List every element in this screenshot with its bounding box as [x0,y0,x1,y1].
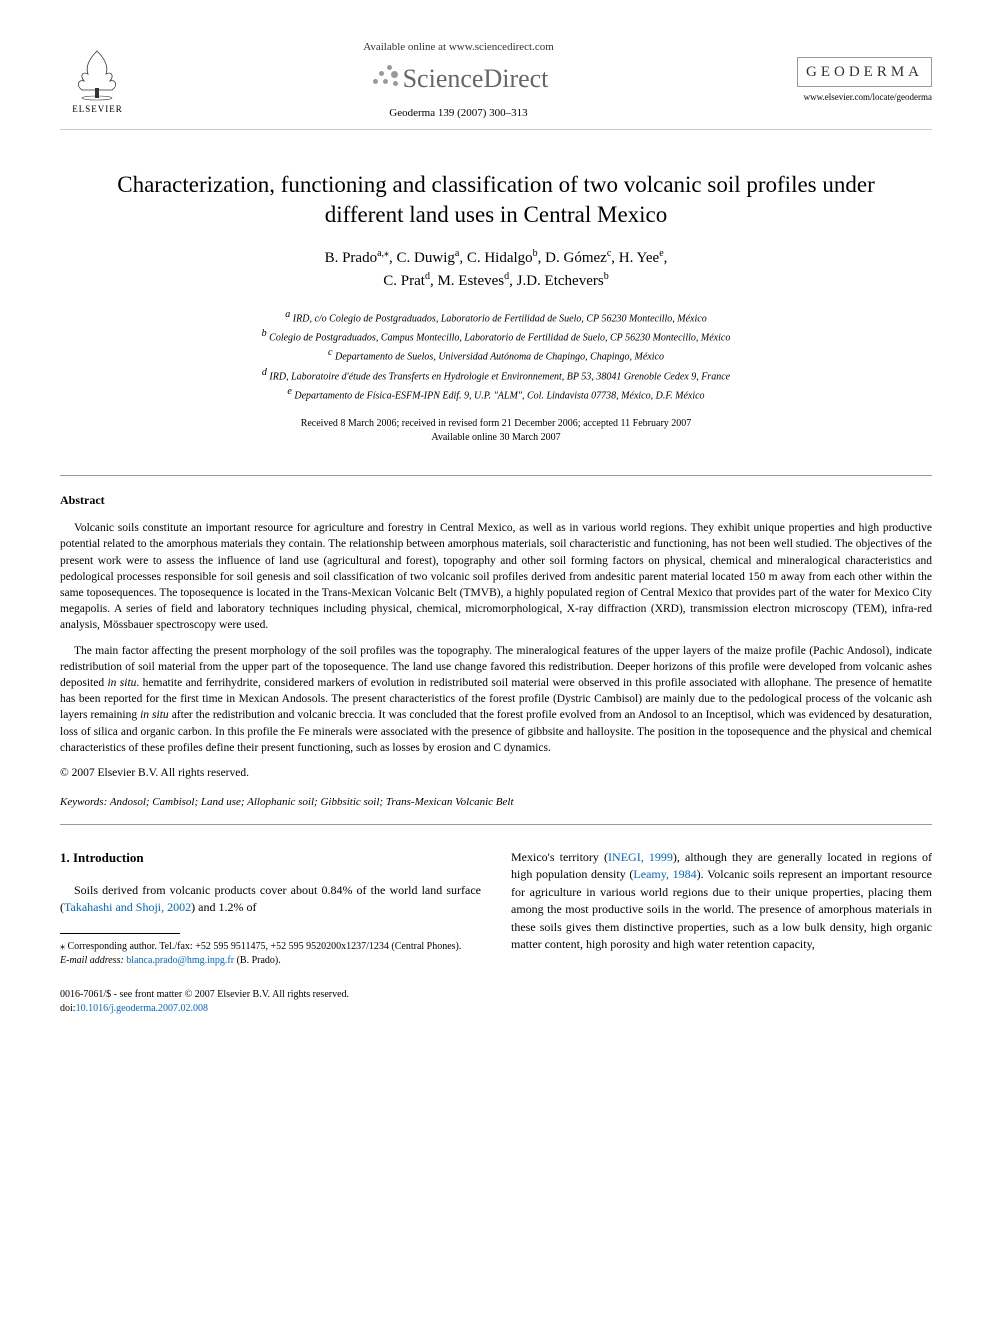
copyright-text: © 2007 Elsevier B.V. All rights reserved… [60,766,932,782]
email-note: E-mail address: blanca.prado@hmg.inpg.fr… [60,954,481,968]
keywords-text: Andosol; Cambisol; Land use; Allophanic … [107,796,513,808]
email-author: (B. Prado). [234,955,281,966]
affiliation: b Colegio de Postgraduados, Campus Monte… [60,326,932,345]
issn-line: 0016-7061/$ - see front matter © 2007 El… [60,988,481,1002]
body-two-column: 1. Introduction Soils derived from volca… [60,849,932,1016]
journal-brand-box: GEODERMA www.elsevier.com/locate/geoderm… [782,57,932,103]
available-online-text: Available online at www.sciencedirect.co… [135,40,782,55]
author-name: , H. Yee [611,250,659,266]
email-link[interactable]: blanca.prado@hmg.inpg.fr [124,955,234,966]
doi-line: doi:10.1016/j.geoderma.2007.02.008 [60,1002,481,1016]
elsevier-logo: ELSEVIER [60,40,135,120]
elsevier-text: ELSEVIER [72,103,123,115]
center-header: Available online at www.sciencedirect.co… [135,40,782,121]
left-column: 1. Introduction Soils derived from volca… [60,849,481,1016]
authors-list: B. Pradoa,⁎, C. Duwiga, C. Hidalgob, D. … [60,246,932,293]
journal-name: GEODERMA [797,57,932,87]
sciencedirect-logo: ScienceDirect [369,61,549,96]
author-name: , D. Gómez [538,250,607,266]
introduction-heading: 1. Introduction [60,849,481,868]
author-affil-sup: b [604,271,609,282]
abstract-para-1: Volcanic soils constitute an important r… [60,520,932,633]
affiliation: c Departamento de Suelos, Universidad Au… [60,345,932,364]
author-name: , J.D. Etchevers [509,273,604,289]
keywords-label: Keywords: [60,796,107,808]
author-name: , C. Duwig [389,250,455,266]
author-name: B. Prado [325,250,378,266]
author-name: , M. Esteves [430,273,504,289]
affiliation: d IRD, Laboratoire d'étude des Transfert… [60,365,932,384]
intro-para-right: Mexico's territory (INEGI, 1999), althou… [511,849,932,953]
keywords-line: Keywords: Andosol; Cambisol; Land use; A… [60,795,932,810]
publication-dates: Received 8 March 2006; received in revis… [60,417,932,445]
citation-link[interactable]: Takahashi and Shoji, 2002 [64,900,191,914]
header-divider [60,129,932,130]
journal-url: www.elsevier.com/locate/geoderma [782,91,932,103]
doi-link[interactable]: 10.1016/j.geoderma.2007.02.008 [76,1003,208,1014]
author-sep: , [664,250,668,266]
abstract-top-divider [60,475,932,476]
abstract-heading: Abstract [60,492,932,508]
author-name: , C. Hidalgo [459,250,532,266]
sciencedirect-dots-icon [369,63,399,93]
email-label: E-mail address: [60,955,124,966]
footnote-divider [60,933,180,934]
abstract-bottom-divider [60,824,932,825]
corresponding-author-note: ⁎ Corresponding author. Tel./fax: +52 59… [60,940,481,954]
sciencedirect-text: ScienceDirect [403,61,549,96]
received-date: Received 8 March 2006; received in revis… [60,417,932,431]
elsevier-tree-icon [70,46,125,101]
intro-para-left: Soils derived from volcanic products cov… [60,882,481,917]
affiliation: a IRD, c/o Colegio de Postgraduados, Lab… [60,307,932,326]
footer: 0016-7061/$ - see front matter © 2007 El… [60,988,481,1016]
author-name: C. Prat [383,273,425,289]
citation-link[interactable]: Leamy, 1984 [633,867,696,881]
right-column: Mexico's territory (INEGI, 1999), althou… [511,849,932,1016]
online-date: Available online 30 March 2007 [60,431,932,445]
citation-link[interactable]: INEGI, 1999 [608,850,673,864]
journal-citation: Geoderma 139 (2007) 300–313 [135,106,782,121]
affiliations-list: a IRD, c/o Colegio de Postgraduados, Lab… [60,307,932,404]
paper-title: Characterization, functioning and classi… [60,170,932,230]
author-affil-sup: a, [377,248,384,259]
abstract-para-2: The main factor affecting the present mo… [60,643,932,756]
affiliation: e Departamento de Física-ESFM-IPN Edif. … [60,384,932,403]
header-row: ELSEVIER Available online at www.science… [60,40,932,121]
